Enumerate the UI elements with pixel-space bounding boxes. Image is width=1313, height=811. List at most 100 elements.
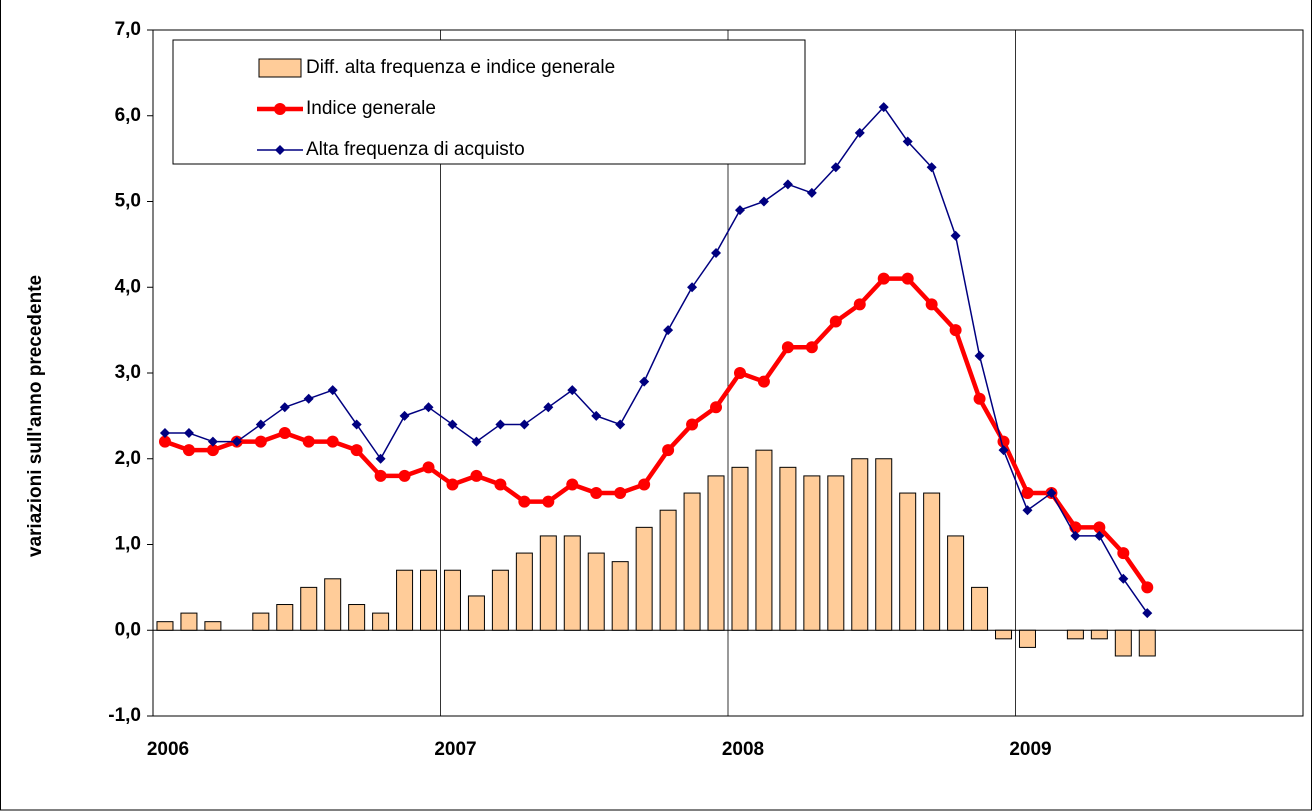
marker bbox=[1142, 608, 1153, 619]
marker bbox=[1093, 521, 1106, 534]
bar bbox=[276, 604, 294, 631]
marker bbox=[998, 445, 1009, 456]
y-tick-label: 0,0 bbox=[115, 619, 141, 640]
legend-swatch bbox=[258, 58, 302, 78]
y-tick-label: 4,0 bbox=[115, 276, 141, 297]
bar bbox=[587, 552, 605, 631]
marker bbox=[758, 196, 769, 207]
marker bbox=[590, 487, 603, 500]
marker bbox=[159, 428, 170, 439]
marker bbox=[470, 469, 483, 482]
marker bbox=[591, 410, 602, 421]
bar bbox=[1138, 629, 1156, 657]
y-tick-label: 2,0 bbox=[115, 448, 141, 469]
marker bbox=[207, 436, 218, 447]
marker bbox=[710, 401, 723, 414]
bar bbox=[635, 526, 653, 631]
bar bbox=[779, 466, 797, 631]
bar bbox=[971, 586, 989, 631]
marker bbox=[974, 350, 985, 361]
legend-label: Diff. alta frequenza e indice generale bbox=[306, 57, 615, 78]
marker bbox=[471, 436, 482, 447]
bar bbox=[515, 552, 533, 631]
marker bbox=[686, 418, 699, 431]
marker bbox=[423, 402, 434, 413]
bar bbox=[995, 629, 1013, 640]
marker bbox=[734, 205, 745, 216]
y-tick-label: 1,0 bbox=[115, 534, 141, 555]
bar bbox=[324, 578, 342, 631]
marker bbox=[853, 298, 866, 311]
bar bbox=[683, 492, 701, 631]
marker bbox=[447, 419, 458, 430]
marker bbox=[950, 230, 961, 241]
marker bbox=[806, 187, 817, 198]
bar bbox=[396, 569, 414, 631]
bar bbox=[252, 612, 270, 631]
bar bbox=[443, 569, 461, 631]
marker bbox=[687, 282, 698, 293]
marker bbox=[1046, 488, 1057, 499]
bar bbox=[827, 475, 845, 631]
bar bbox=[899, 492, 917, 631]
marker bbox=[782, 179, 793, 190]
bar bbox=[348, 604, 366, 631]
marker bbox=[926, 162, 937, 173]
marker bbox=[375, 453, 386, 464]
marker bbox=[279, 402, 290, 413]
marker bbox=[877, 272, 890, 285]
bar bbox=[563, 535, 581, 631]
bar bbox=[372, 612, 390, 631]
bar bbox=[1066, 629, 1084, 640]
x-tick-label: 2009 bbox=[1009, 739, 1051, 760]
marker bbox=[663, 325, 674, 336]
marker bbox=[854, 127, 865, 138]
bar bbox=[851, 458, 869, 631]
x-tick-label: 2008 bbox=[722, 739, 764, 760]
marker bbox=[566, 478, 579, 491]
marker bbox=[351, 419, 362, 430]
bar bbox=[731, 466, 749, 631]
marker bbox=[925, 298, 938, 311]
y-axis-label: variazioni sull'anno precedente bbox=[25, 275, 46, 557]
marker bbox=[638, 478, 651, 491]
bar bbox=[659, 509, 677, 631]
marker bbox=[711, 247, 722, 258]
y-tick-label: 3,0 bbox=[115, 362, 141, 383]
x-tick-label: 2006 bbox=[147, 739, 189, 760]
bar bbox=[204, 621, 222, 631]
bar bbox=[947, 535, 965, 631]
bar bbox=[180, 612, 198, 631]
marker bbox=[733, 367, 746, 379]
marker bbox=[543, 402, 554, 413]
marker bbox=[567, 385, 578, 396]
bar bbox=[420, 569, 438, 631]
marker bbox=[781, 341, 794, 354]
marker bbox=[519, 419, 530, 430]
marker bbox=[326, 435, 339, 448]
marker bbox=[662, 444, 675, 457]
marker bbox=[901, 272, 914, 285]
bar bbox=[803, 475, 821, 631]
legend-label: Indice generale bbox=[306, 98, 436, 119]
bar bbox=[156, 621, 174, 631]
marker bbox=[518, 495, 531, 508]
marker bbox=[182, 444, 195, 457]
marker bbox=[158, 435, 171, 448]
marker bbox=[949, 324, 962, 337]
marker bbox=[1094, 530, 1105, 541]
x-tick-label: 2007 bbox=[434, 739, 476, 760]
bar bbox=[300, 586, 318, 631]
marker bbox=[302, 435, 315, 448]
marker bbox=[278, 427, 291, 440]
marker bbox=[303, 393, 314, 404]
marker bbox=[495, 419, 506, 430]
marker bbox=[374, 469, 387, 482]
marker bbox=[231, 436, 242, 447]
marker bbox=[399, 410, 410, 421]
marker bbox=[542, 495, 555, 508]
y-tick-label: 7,0 bbox=[115, 19, 141, 40]
marker bbox=[327, 385, 338, 396]
y-tick-label: 5,0 bbox=[115, 191, 141, 212]
